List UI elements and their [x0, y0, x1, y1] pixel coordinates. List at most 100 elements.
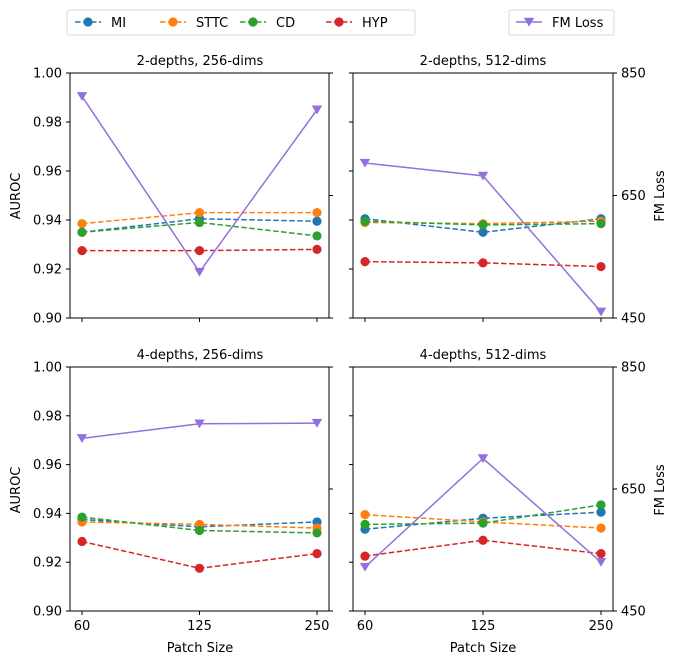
legend-marker [168, 17, 178, 27]
data-point-sttc [77, 219, 87, 229]
y2-tick-label: 650 [621, 189, 646, 204]
axes-frame [69, 366, 330, 612]
data-point-hyp [312, 244, 322, 254]
data-point-mi [596, 507, 606, 517]
data-point-cd [77, 227, 87, 237]
series-line-fm-loss [364, 162, 602, 313]
series-line-mi [364, 511, 602, 531]
y-tick-label: 0.98 [33, 116, 62, 131]
panel-title: 2-depths, 256-dims [137, 54, 264, 69]
data-point-hyp [478, 258, 488, 268]
x-tick-label: 125 [471, 619, 496, 634]
y2-tick-label: 850 [621, 67, 646, 82]
data-point-mi [478, 227, 488, 237]
legend-marker [248, 17, 258, 27]
series-line-cd [81, 516, 318, 534]
data-point-cd [596, 219, 606, 229]
x-axis-label: Patch Size [167, 641, 234, 656]
data-point-sttc [360, 510, 370, 520]
data-point-hyp [596, 261, 606, 272]
series-line-cd [364, 220, 602, 226]
x-tick-label: 250 [305, 619, 330, 634]
data-point-cd [360, 519, 370, 529]
y-tick-label: 0.98 [33, 409, 62, 424]
data-point-fm-loss [595, 307, 607, 317]
data-point-hyp [194, 246, 205, 256]
series-hyp [360, 257, 606, 272]
series-line-sttc [364, 220, 602, 225]
data-point-cd [596, 500, 606, 510]
data-point-mi [312, 216, 322, 226]
legend-label: CD [276, 16, 295, 31]
y-tick-label: 0.90 [33, 605, 62, 620]
data-point-cd [312, 231, 322, 241]
legend-label: FM Loss [552, 16, 604, 31]
data-point-fm-loss [477, 454, 489, 464]
y-axis-label: AUROC [9, 467, 24, 514]
data-point-cd [194, 217, 205, 228]
data-point-hyp [77, 536, 87, 547]
series-line-mi [81, 218, 318, 233]
data-point-fm-loss [194, 419, 205, 429]
data-point-cd [77, 512, 87, 522]
panel-2-depths-256-dims: 2-depths, 256-dims AUROC 0.90 0.92 0.94 0.9… [9, 54, 333, 327]
data-point-cd [478, 518, 488, 528]
legend-marker [83, 17, 93, 27]
data-point-hyp [312, 549, 322, 559]
data-point-cd [360, 216, 370, 226]
data-point-fm-loss [311, 418, 323, 428]
series-line-fm-loss [81, 95, 318, 274]
panel-title: 4-depths, 512-dims [420, 348, 547, 363]
panel-2-depths-512-dims: 2-depths, 512-dims FM Loss 450 650 850 [349, 54, 668, 327]
series-line-mi [81, 518, 318, 528]
y-axis-label: AUROC [9, 173, 24, 220]
y2-tick-label: 650 [621, 483, 646, 498]
y-tick-label: 0.92 [33, 263, 62, 278]
y2-tick-label: 850 [621, 361, 646, 376]
series-hyp [360, 535, 606, 561]
data-point-hyp [77, 246, 87, 256]
series-hyp [77, 536, 322, 573]
data-point-fm-loss [311, 105, 323, 115]
series-line-cd [81, 221, 318, 237]
data-point-fm-loss [595, 558, 607, 567]
data-point-cd [194, 525, 205, 536]
panel-title: 2-depths, 512-dims [420, 54, 547, 69]
data-point-fm-loss [194, 267, 205, 277]
legend-item-cd: CD [240, 16, 295, 31]
series-fm-loss [76, 418, 323, 443]
series-fm-loss [359, 158, 607, 317]
legend-item-hyp: HYP [326, 16, 388, 31]
series-fm-loss [76, 92, 323, 277]
y-tick-label: 1.00 [33, 67, 62, 82]
data-point-fm-loss [477, 171, 489, 181]
series-fm-loss [359, 454, 607, 572]
y-tick-label: 0.90 [33, 312, 62, 327]
y2-tick-label: 450 [621, 312, 646, 327]
series-line-sttc [81, 211, 317, 225]
legend-box [508, 9, 615, 36]
data-point-fm-loss [359, 158, 371, 168]
legend-label: STTC [196, 16, 228, 31]
data-point-fm-loss [359, 562, 371, 572]
series-cd [360, 500, 606, 529]
panel-4-depths-512-dims: 4-depths, 512-dims FM Loss Patch Size 60… [349, 348, 668, 656]
y-tick-label: 1.00 [33, 361, 62, 376]
axes-frame [352, 366, 614, 612]
legend-marker [523, 17, 535, 27]
data-point-sttc [312, 208, 322, 218]
data-point-cd [478, 220, 488, 230]
series-line-sttc [364, 513, 602, 529]
legend-item-mi: MI [75, 16, 126, 31]
y2-axis-label: FM Loss [653, 464, 668, 516]
data-point-fm-loss [76, 92, 88, 101]
x-tick-label: 60 [357, 619, 374, 634]
series-line-sttc [81, 521, 318, 529]
data-point-fm-loss [76, 434, 88, 443]
x-tick-label: 60 [74, 619, 91, 634]
data-point-hyp [478, 535, 488, 545]
legend-main: MI STTC CD HYP [66, 9, 416, 36]
legend-label: HYP [362, 16, 388, 31]
legend-item-sttc: STTC [160, 16, 228, 31]
